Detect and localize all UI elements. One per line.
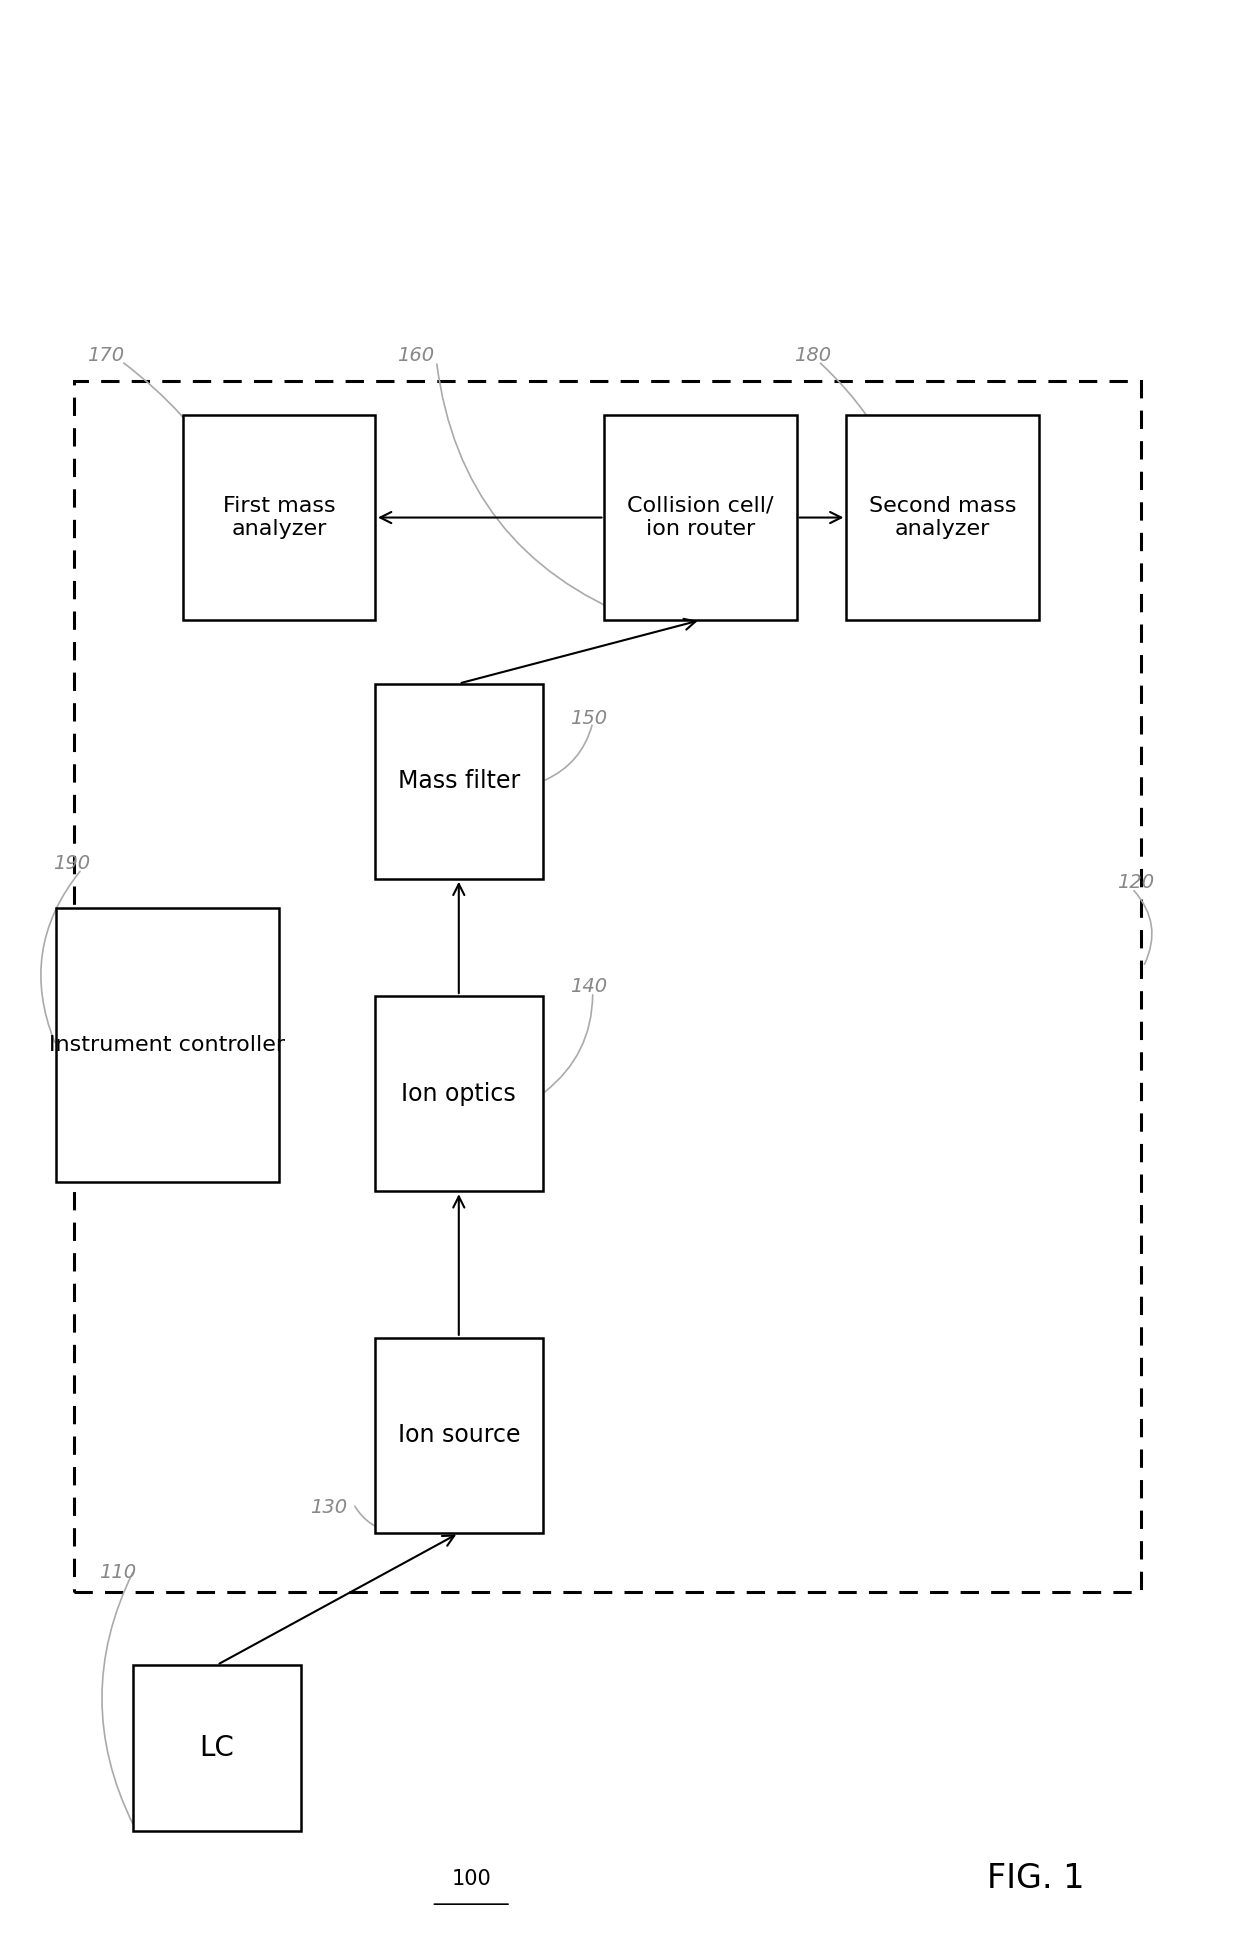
- Text: 130: 130: [310, 1498, 347, 1517]
- Text: Ion source: Ion source: [398, 1424, 520, 1447]
- FancyArrowPatch shape: [124, 363, 279, 617]
- Text: Instrument controller: Instrument controller: [50, 1035, 285, 1055]
- Bar: [133, 1664, 300, 1832]
- Text: 100: 100: [451, 1869, 491, 1889]
- Text: 180: 180: [794, 346, 831, 365]
- Text: 110: 110: [99, 1562, 136, 1582]
- Text: 170: 170: [87, 346, 124, 365]
- Text: Collision cell/
ion router: Collision cell/ ion router: [627, 496, 774, 539]
- Bar: [846, 416, 1039, 621]
- FancyArrowPatch shape: [355, 1506, 394, 1533]
- Bar: [74, 381, 1141, 1592]
- Bar: [604, 416, 796, 621]
- Text: First mass
analyzer: First mass analyzer: [223, 496, 335, 539]
- FancyArrowPatch shape: [544, 994, 593, 1092]
- Bar: [374, 1338, 543, 1533]
- FancyArrowPatch shape: [546, 725, 591, 779]
- FancyArrowPatch shape: [102, 1572, 133, 1824]
- Text: 190: 190: [53, 853, 91, 873]
- Bar: [374, 996, 543, 1191]
- Text: FIG. 1: FIG. 1: [987, 1863, 1084, 1894]
- Text: Ion optics: Ion optics: [402, 1082, 516, 1105]
- FancyArrowPatch shape: [41, 871, 81, 1043]
- Text: 150: 150: [570, 709, 608, 728]
- FancyArrowPatch shape: [1135, 891, 1152, 965]
- Text: 140: 140: [570, 976, 608, 996]
- FancyArrowPatch shape: [436, 363, 636, 619]
- Text: LC: LC: [200, 1734, 234, 1762]
- Text: 160: 160: [397, 346, 434, 365]
- Text: Mass filter: Mass filter: [398, 769, 520, 793]
- Bar: [56, 908, 279, 1182]
- Bar: [184, 416, 374, 621]
- Bar: [374, 684, 543, 879]
- Text: Second mass
analyzer: Second mass analyzer: [869, 496, 1016, 539]
- FancyArrowPatch shape: [821, 363, 919, 617]
- Text: 120: 120: [1117, 873, 1154, 893]
